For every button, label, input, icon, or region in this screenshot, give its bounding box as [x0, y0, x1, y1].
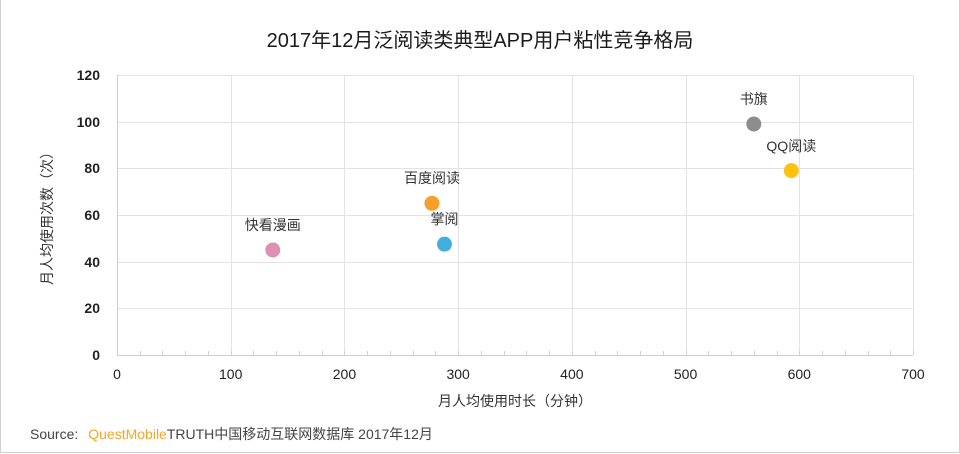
x-tick-label: 600: [787, 366, 811, 382]
x-tick-label: 200: [332, 366, 357, 382]
data-point[interactable]: [424, 195, 440, 211]
x-tick-label: 100: [219, 366, 243, 382]
y-tick-label: 60: [84, 207, 100, 223]
x-tick-label: 0: [113, 366, 121, 382]
point-label: QQ阅读: [766, 137, 817, 154]
y-tick-label: 20: [84, 300, 100, 317]
y-tick-label: 40: [84, 253, 100, 270]
y-tick-label: 100: [76, 113, 100, 130]
x-axis-label: 月人均使用时长（分钟）: [438, 393, 592, 409]
point-label: 百度阅读: [403, 170, 460, 187]
data-point[interactable]: [783, 163, 799, 179]
y-axis-label: 月人均使用次数（次）: [39, 145, 55, 285]
data-point[interactable]: [436, 236, 452, 252]
source-note: Source: QuestMobileTRUTH中国移动互联网数据库 2017年1…: [30, 424, 433, 444]
x-tick-label: 400: [560, 366, 584, 382]
y-tick-label: 0: [92, 347, 100, 363]
data-point[interactable]: [265, 242, 281, 258]
point-label: 书旗: [739, 91, 768, 107]
x-tick-label: 300: [446, 366, 470, 382]
point-label: 掌阅: [430, 211, 459, 228]
source-text: TRUTH中国移动互联网数据库 2017年12月: [166, 426, 433, 442]
x-tick-label: 500: [673, 366, 698, 382]
y-tick-label: 80: [84, 160, 100, 177]
chart-title: 2017年12月泛阅读类典型APP用户粘性竞争格局: [266, 30, 694, 52]
data-point[interactable]: [746, 116, 762, 132]
point-label: 快看漫画: [244, 217, 301, 233]
source-prefix: Source:: [30, 426, 79, 442]
y-tick-label: 120: [76, 67, 100, 83]
source-brand: QuestMobile: [88, 426, 167, 442]
x-tick-label: 700: [901, 366, 925, 382]
